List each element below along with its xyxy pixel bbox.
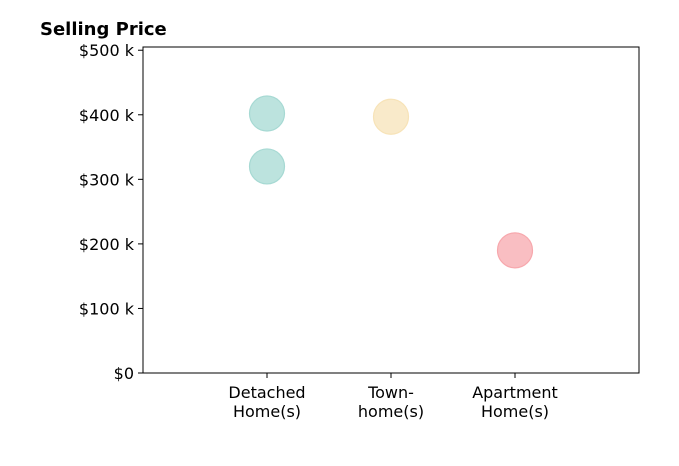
- y-tick-label-0: $0: [114, 364, 134, 383]
- data-point-0: [248, 95, 286, 132]
- y-axis: $0 $100 k $200 k $300 k $400 k $500 k: [79, 41, 143, 383]
- data-point-2: [372, 98, 410, 135]
- x-tick-label-2: Apartment Home(s): [472, 383, 558, 421]
- plot-frame: [142, 46, 640, 374]
- x-tick-label-1: Town-home(s): [358, 383, 424, 421]
- y-tick-label-4: $400 k: [79, 106, 135, 125]
- data-points: [248, 95, 534, 269]
- x-tick-label-0: Detached Home(s): [228, 383, 305, 421]
- x-axis: Detached Home(s) Town-home(s) Apartment Home…: [228, 373, 558, 421]
- chart-title: Selling Price: [40, 19, 167, 40]
- data-point-3: [496, 232, 534, 269]
- y-tick-label-3: $300 k: [79, 170, 135, 189]
- y-tick-label-1: $100 k: [79, 299, 135, 318]
- y-tick-label-5: $500 k: [79, 41, 135, 60]
- data-point-1: [248, 148, 286, 185]
- y-tick-label-2: $200 k: [79, 235, 135, 254]
